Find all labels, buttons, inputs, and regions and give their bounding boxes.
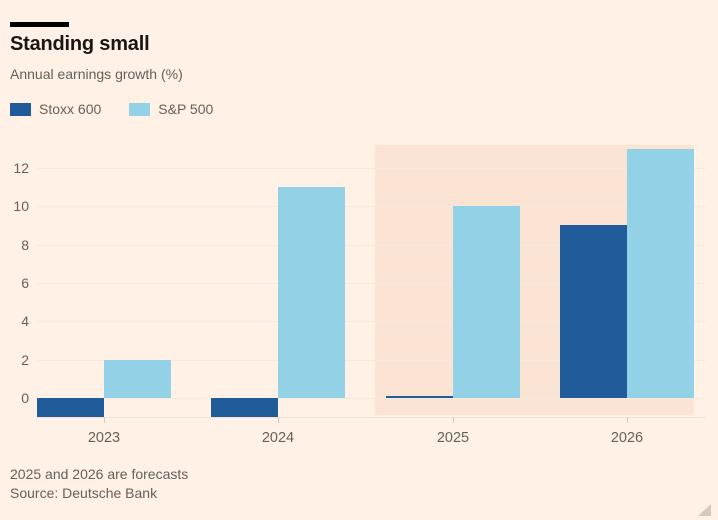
x-tick-2025	[453, 417, 454, 423]
y-axis-label-4: 4	[21, 313, 29, 329]
x-axis-label-2026: 2026	[610, 430, 644, 446]
legend-item-stoxx600: Stoxx 600	[10, 101, 101, 117]
legend: Stoxx 600 S&P 500	[10, 101, 213, 117]
gridline-4	[36, 321, 706, 322]
legend-label-stoxx600: Stoxx 600	[39, 101, 102, 117]
y-axis-label-0: 0	[21, 390, 29, 406]
title-rule	[10, 22, 69, 27]
x-axis-label-2025: 2025	[436, 430, 470, 446]
y-axis-label-2: 2	[21, 352, 29, 368]
gridline-10	[36, 206, 706, 207]
resize-grip-icon[interactable]	[698, 504, 711, 516]
bar-stoxx600-2025	[386, 396, 453, 398]
legend-item-sp500: S&P 500	[129, 101, 213, 117]
legend-label-sp500: S&P 500	[158, 101, 214, 117]
gridline-0	[36, 398, 706, 399]
gridline-2	[36, 360, 706, 361]
bar-stoxx600-2026	[560, 225, 627, 398]
x-axis-label-2023: 2023	[87, 430, 121, 446]
bar-sp500-2025	[453, 206, 520, 398]
source-note: Source: Deutsche Bank	[10, 485, 158, 501]
gridline-12	[36, 168, 706, 169]
chart-title: Standing small	[10, 33, 150, 55]
x-tick-2026	[627, 417, 628, 423]
y-axis-label-6: 6	[21, 275, 29, 291]
y-axis-label-8: 8	[21, 237, 29, 253]
y-axis-label-10: 10	[13, 198, 29, 214]
legend-swatch-sp500-icon	[129, 102, 151, 116]
gridline-8	[36, 245, 706, 246]
bar-sp500-2024	[278, 187, 345, 398]
legend-swatch-stoxx600-icon	[10, 102, 31, 116]
x-tick-2023	[104, 417, 105, 423]
bar-sp500-2026	[627, 149, 694, 398]
y-axis-label-12: 12	[13, 160, 29, 176]
x-axis-label-2024: 2024	[261, 430, 295, 446]
bar-stoxx600-2023	[37, 398, 104, 417]
forecast-footnote: 2025 and 2026 are forecasts	[10, 466, 189, 482]
gridline-6	[36, 283, 706, 284]
x-tick-2024	[278, 417, 279, 423]
chart-subtitle: Annual earnings growth (%)	[10, 66, 183, 82]
bar-stoxx600-2024	[211, 398, 278, 417]
bar-sp500-2023	[104, 360, 171, 398]
x-axis-line	[36, 417, 706, 418]
